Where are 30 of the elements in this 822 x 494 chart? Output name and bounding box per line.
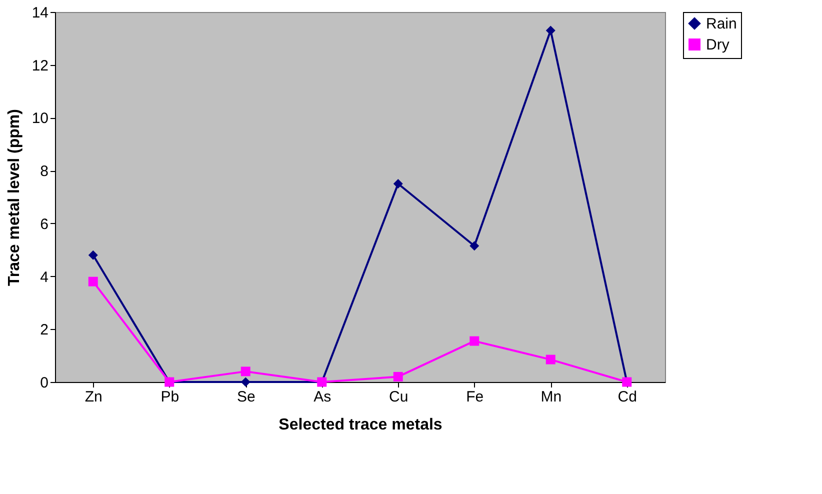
x-tick-label: Cd	[618, 388, 637, 406]
point	[546, 354, 556, 364]
x-tick-label: Se	[236, 388, 256, 406]
y-tick-label: 2	[40, 322, 48, 339]
y-tick-label: 8	[40, 163, 48, 180]
point	[240, 366, 250, 376]
x-tick-label: Fe	[466, 388, 484, 406]
point	[393, 372, 403, 382]
point	[88, 276, 98, 286]
point	[546, 26, 556, 36]
x-tick-label: Cu	[389, 388, 408, 406]
y-tick-label: 0	[40, 374, 48, 392]
x-tick-label: As	[314, 388, 332, 406]
x-axis-title: Selected trace metals	[278, 416, 442, 434]
y-tick-label: 6	[40, 216, 48, 233]
point	[470, 241, 480, 251]
point	[240, 377, 250, 387]
x-tick-label: Pb	[160, 388, 180, 406]
y-tick-label: 4	[40, 268, 48, 286]
y-tick-label: 10	[32, 110, 48, 128]
legend-label: Rain	[706, 16, 737, 32]
x-tick-label: Zn	[84, 388, 102, 406]
point	[88, 250, 98, 260]
x-tick-label: Mn	[540, 388, 562, 406]
legend-label: Dry	[706, 36, 730, 54]
y-axis-title: Trace metal level (ppm)	[6, 109, 23, 286]
y-tick-label: 14	[32, 4, 48, 22]
y-tick-label: 12	[32, 57, 48, 74]
point	[393, 179, 403, 189]
point	[470, 336, 480, 346]
